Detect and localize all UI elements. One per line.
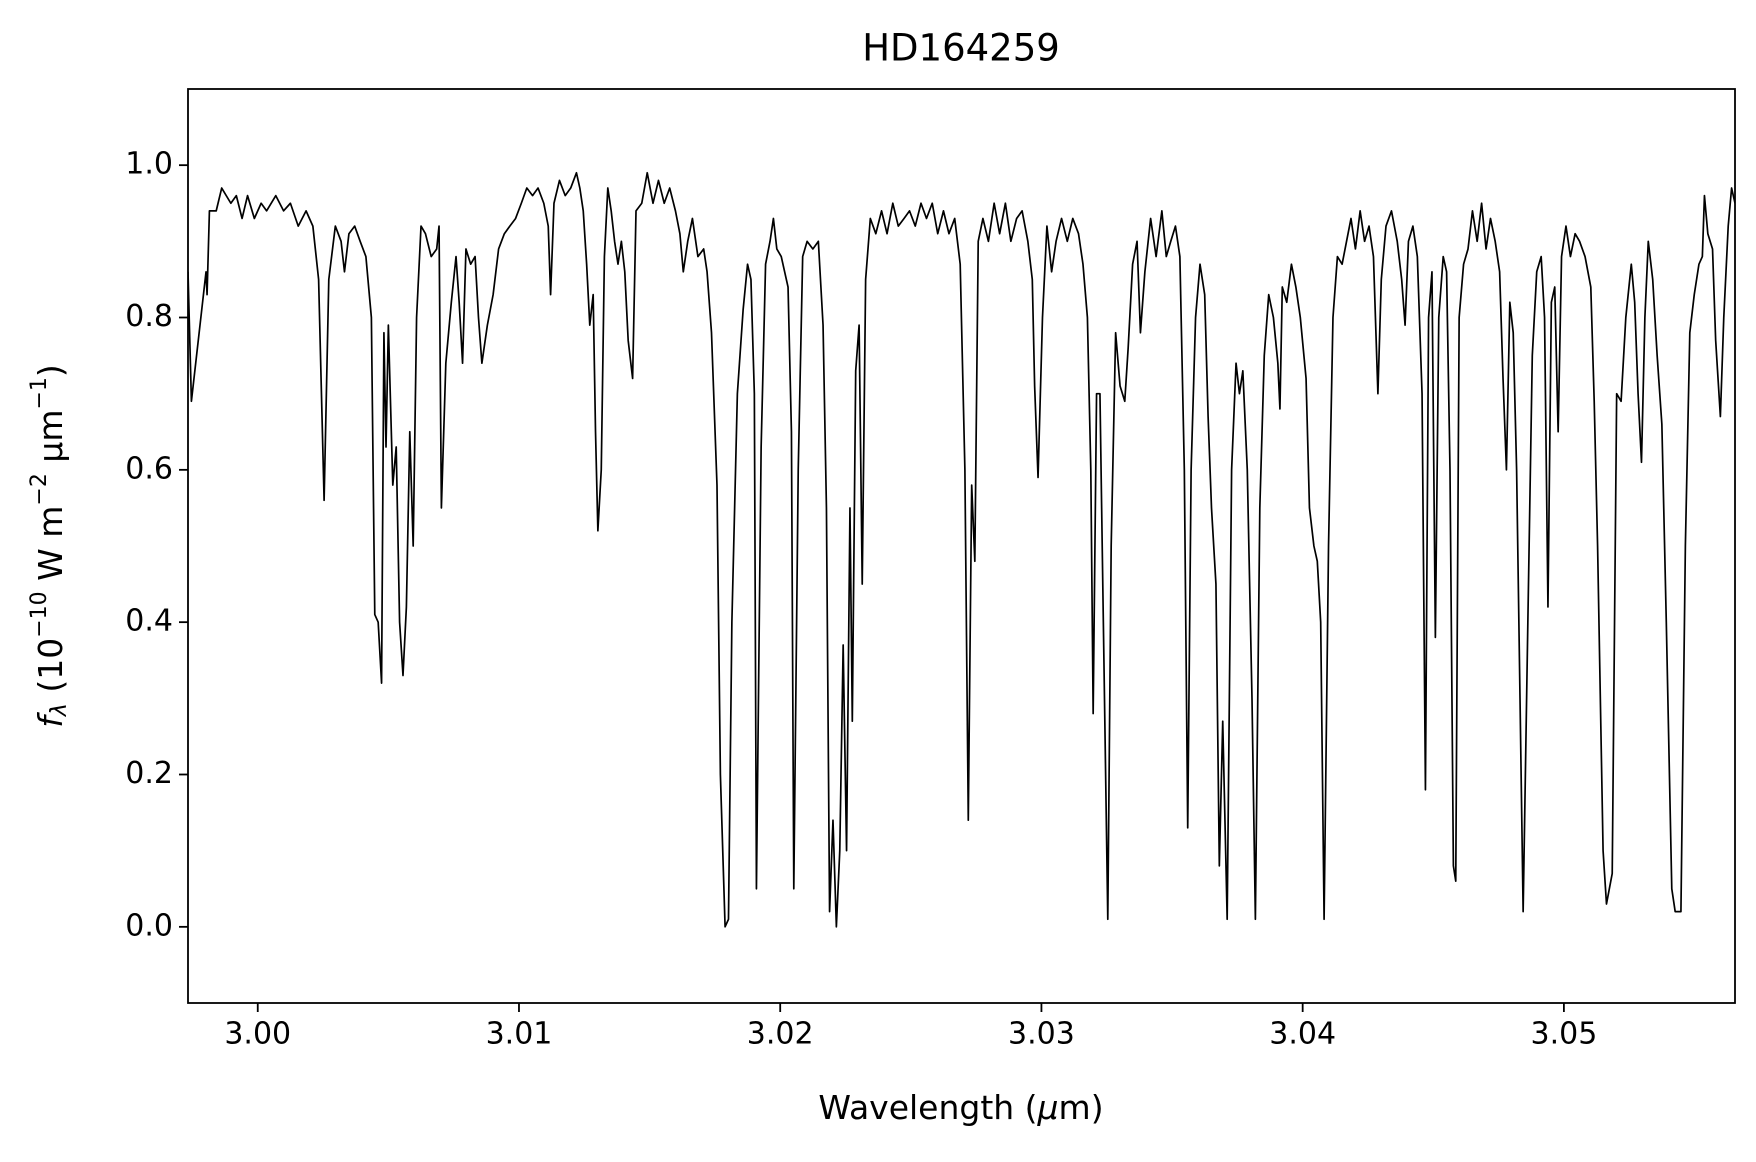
label-part: ) bbox=[31, 364, 70, 377]
y-tick-label: 0.0 bbox=[125, 908, 173, 943]
label-part: W m bbox=[31, 506, 70, 592]
chart-title: HD164259 bbox=[862, 27, 1060, 70]
label-part: (10 bbox=[31, 638, 70, 703]
plot-frame bbox=[187, 88, 1736, 1004]
label-part: μm bbox=[31, 410, 70, 474]
label-part: λ bbox=[47, 703, 72, 717]
y-tick-label: 0.4 bbox=[125, 604, 173, 639]
label-part: μ bbox=[1037, 1088, 1059, 1127]
x-tick-label: 3.00 bbox=[224, 1017, 291, 1052]
y-tick-label: 0.2 bbox=[125, 756, 173, 791]
y-axis-label: fλ (10−10 W m−2 μm−1) bbox=[27, 364, 72, 728]
label-part: −1 bbox=[27, 377, 52, 409]
label-part: −2 bbox=[27, 473, 52, 505]
y-tick-label: 0.6 bbox=[125, 451, 173, 486]
x-tick-label: 3.02 bbox=[747, 1017, 814, 1052]
x-axis-label: Wavelength (μm) bbox=[818, 1088, 1103, 1127]
label-part: Wavelength ( bbox=[818, 1088, 1037, 1127]
label-part: m) bbox=[1059, 1088, 1104, 1127]
label-part: −10 bbox=[27, 591, 52, 637]
x-tick-label: 3.04 bbox=[1269, 1017, 1336, 1052]
spectrum-line bbox=[188, 171, 1735, 928]
y-tick-label: 0.8 bbox=[125, 299, 173, 334]
y-tick-label: 1.0 bbox=[125, 147, 173, 182]
x-tick-label: 3.03 bbox=[1008, 1017, 1075, 1052]
x-tick-label: 3.01 bbox=[486, 1017, 553, 1052]
x-tick-label: 3.05 bbox=[1530, 1017, 1597, 1052]
